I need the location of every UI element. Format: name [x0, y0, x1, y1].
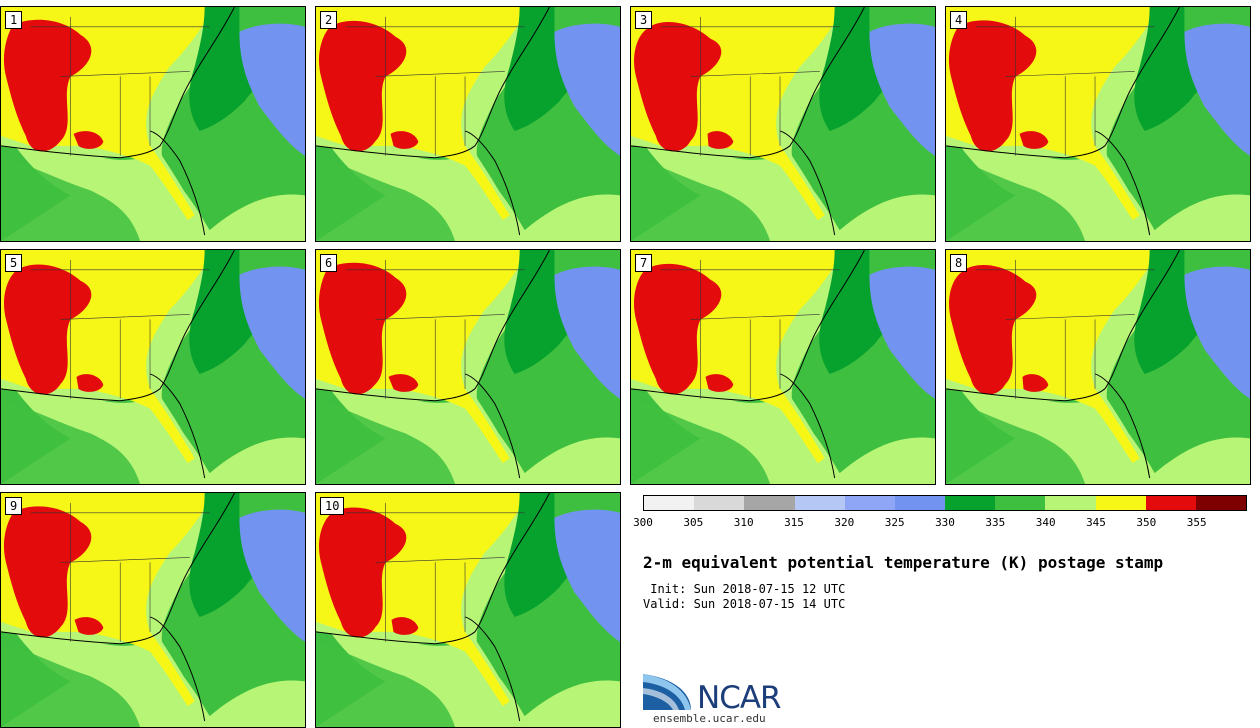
colorbar-tick-label: 330 — [935, 516, 955, 529]
colorbar-segment — [694, 496, 745, 510]
colorbar-tick-label: 320 — [834, 516, 855, 529]
colorbar-tick-label: 355 — [1186, 516, 1207, 529]
colorbar-tick-label: 300 — [633, 516, 653, 529]
colorbar-tick-label: 325 — [884, 516, 905, 529]
stamp-number: 8 — [950, 254, 968, 272]
logo-name: NCAR — [697, 680, 782, 716]
colorbar-segment — [1095, 496, 1146, 510]
logo-url: ensemble.ucar.edu — [653, 712, 766, 725]
stamp-number: 2 — [320, 11, 338, 29]
init-time: Init: Sun 2018-07-15 12 UTC — [643, 582, 846, 596]
colorbar-tick-label: 340 — [1035, 516, 1056, 529]
stamp-number: 4 — [950, 11, 968, 29]
colorbar-segment — [945, 496, 996, 510]
chart-title: 2-m equivalent potential temperature (K)… — [643, 553, 1164, 572]
postage-stamp-map: 9 — [0, 492, 306, 728]
stamp-number: 7 — [635, 254, 653, 272]
colorbar-tick-label: 310 — [733, 516, 754, 529]
postage-stamp-map: 10 — [315, 492, 621, 728]
colorbar-segment — [1045, 496, 1096, 510]
colorbar-segment — [844, 496, 895, 510]
stamp-number: 10 — [320, 497, 345, 515]
postage-stamp-map: 7 — [630, 249, 936, 485]
stamp-number: 1 — [5, 11, 23, 29]
ncar-logo-icon — [643, 674, 691, 710]
colorbar-tick-label: 315 — [784, 516, 804, 529]
colorbar-tick-label: 335 — [985, 516, 1006, 529]
colorbar-segment — [894, 496, 946, 510]
postage-stamp-map: 1 — [0, 6, 306, 242]
colorbar-tick-label: 345 — [1086, 516, 1106, 529]
colorbar-tick-label: 350 — [1136, 516, 1157, 529]
postage-stamp-map: 2 — [315, 6, 621, 242]
colorbar-segment — [995, 496, 1046, 510]
postage-stamp-map: 8 — [945, 249, 1251, 485]
colorbar-segment — [644, 496, 695, 510]
postage-stamp-map: 3 — [630, 6, 936, 242]
postage-stamp-map: 5 — [0, 249, 306, 485]
stamp-number: 5 — [5, 254, 23, 272]
stamp-number: 9 — [5, 497, 23, 515]
colorbar-segment — [1195, 496, 1247, 510]
valid-time: Valid: Sun 2018-07-15 14 UTC — [643, 597, 846, 611]
postage-stamp-map: 6 — [315, 249, 621, 485]
colorbar — [643, 495, 1247, 511]
colorbar-segment — [794, 496, 845, 510]
stamp-number: 6 — [320, 254, 338, 272]
colorbar-segment — [1145, 496, 1196, 510]
postage-stamp-map: 4 — [945, 6, 1251, 242]
stamp-number: 3 — [635, 11, 653, 29]
colorbar-tick-label: 305 — [683, 516, 704, 529]
colorbar-segment — [744, 496, 795, 510]
